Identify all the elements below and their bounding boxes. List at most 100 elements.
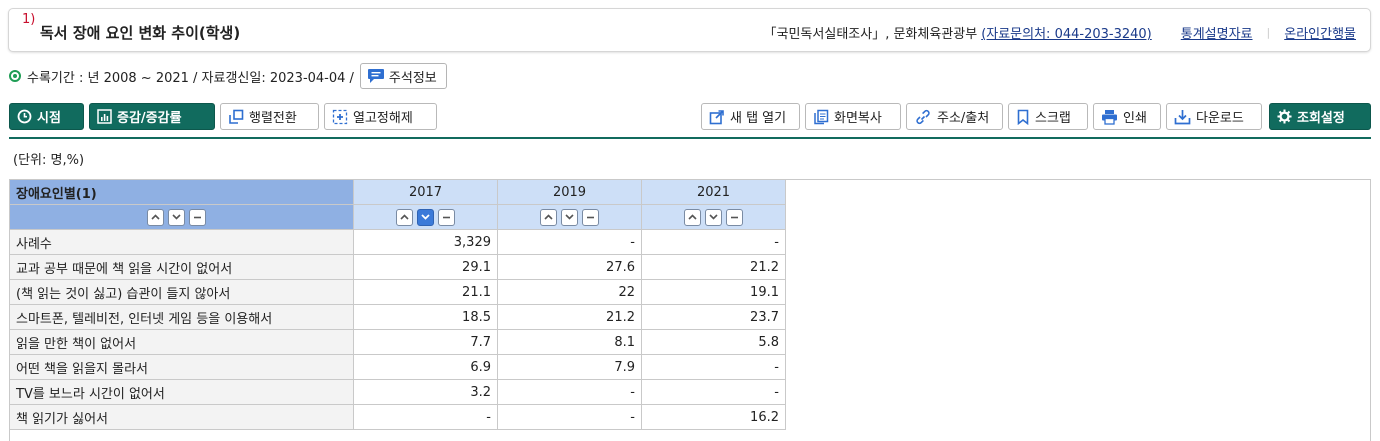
column-header-2019: 2019: [497, 179, 642, 205]
table-title-bar: 1) 독서 장애 요인 변화 추이(학생) 「국민독서실태조사」, 문화체육관광…: [8, 8, 1371, 52]
sort-ascending-icon[interactable]: [147, 208, 164, 226]
contact-link[interactable]: (자료문의처: 044-203-3240): [981, 27, 1152, 42]
table-row: (책 읽는 것이 싫고) 습관이 들지 않아서 21.1 22 19.1: [9, 279, 786, 305]
printer-icon: [1102, 109, 1117, 125]
table-cell: 7.7: [353, 329, 498, 355]
column-header-2017: 2017: [353, 179, 498, 205]
toolbar-divider: [9, 137, 1371, 139]
sort-reset-icon[interactable]: [726, 208, 743, 226]
link-icon: [916, 109, 930, 124]
table-cell: 5.8: [641, 329, 786, 355]
download-button[interactable]: 다운로드: [1166, 103, 1262, 130]
sort-descending-icon[interactable]: [417, 208, 434, 226]
table-cell: 29.1: [353, 254, 498, 280]
period-text: 수록기간 : 년 2008 ~ 2021 / 자료갱신일: 2023-04-04…: [27, 70, 354, 86]
toolbar: 시점 증감/증감률 행렬전환 열고정해제 새 탭 열기: [9, 103, 1371, 131]
table-cell: 23.7: [641, 304, 786, 330]
col-sort-controls: [353, 204, 498, 230]
change-rate-label: 증감/증감률: [117, 111, 182, 126]
column-header-2021: 2021: [641, 179, 786, 205]
table-row: 스마트폰, 텔레비전, 인터넷 게임 등을 이용해서 18.5 21.2 23.…: [9, 304, 786, 330]
unit-label: (단위: 명,%): [13, 153, 85, 168]
sort-ascending-icon[interactable]: [684, 208, 701, 226]
table-cell: -: [353, 404, 498, 430]
table-row: 책 읽기가 싫어서 - - 16.2: [9, 404, 786, 430]
table-row: 어떤 책을 읽을지 몰라서 6.9 7.9 -: [9, 354, 786, 380]
sort-descending-icon[interactable]: [168, 208, 185, 226]
pivot-icon: [229, 109, 244, 124]
row-label: 읽을 만한 책이 없어서: [9, 329, 354, 355]
timepoint-label: 시점: [37, 111, 61, 126]
table-cell: 8.1: [497, 329, 642, 355]
print-button[interactable]: 인쇄: [1093, 103, 1161, 130]
bookmark-icon: [1017, 109, 1029, 125]
pivot-button[interactable]: 행렬전환: [220, 103, 319, 130]
online-publication-link[interactable]: 온라인간행물: [1284, 27, 1356, 42]
table-cell: -: [497, 229, 642, 255]
table-cell: 21.2: [497, 304, 642, 330]
table-cell: -: [641, 354, 786, 380]
table-cell: 16.2: [641, 404, 786, 430]
stats-info-link[interactable]: 통계설명자료: [1180, 27, 1253, 42]
table-cell: -: [641, 229, 786, 255]
data-table: 장애요인별(1) 2017 2019 2021: [9, 179, 786, 430]
table-cell: 19.1: [641, 279, 786, 305]
address-source-button[interactable]: 주소/출처: [906, 103, 1003, 130]
row-label: TV를 보느라 시간이 없어서: [9, 379, 354, 405]
source-info: 「국민독서실태조사」, 문화체육관광부 (자료문의처: 044-203-3240…: [764, 23, 1356, 42]
divider: |: [1266, 26, 1271, 39]
table-cell: 3.2: [353, 379, 498, 405]
query-settings-button[interactable]: 조회설정: [1269, 103, 1371, 130]
header-row: 장애요인별(1) 2017 2019 2021: [9, 179, 786, 205]
bullet-icon: [9, 70, 21, 82]
table-row: 읽을 만한 책이 없어서 7.7 8.1 5.8: [9, 329, 786, 355]
col-sort-controls: [497, 204, 642, 230]
change-rate-button[interactable]: 증감/증감률: [89, 103, 215, 130]
copy-icon: [814, 109, 829, 124]
sort-ascending-icon[interactable]: [396, 208, 413, 226]
table-cell: 18.5: [353, 304, 498, 330]
note-info-button[interactable]: 주석정보: [359, 63, 447, 89]
table-row: 교과 공부 때문에 책 읽을 시간이 없어서 29.1 27.6 21.2: [9, 254, 786, 280]
table-row: 사례수 3,329 - -: [9, 229, 786, 255]
query-settings-label: 조회설정: [1297, 111, 1345, 126]
unfreeze-label: 열고정해제: [353, 111, 413, 126]
sort-reset-icon[interactable]: [189, 208, 206, 226]
timepoint-button[interactable]: 시점: [9, 103, 84, 130]
table-cell: -: [497, 379, 642, 405]
unfreeze-columns-button[interactable]: 열고정해제: [324, 103, 437, 130]
table-cell: 6.9: [353, 354, 498, 380]
stub-sort-controls: [9, 204, 354, 230]
row-label: 스마트폰, 텔레비전, 인터넷 게임 등을 이용해서: [9, 304, 354, 330]
table-cell: 22: [497, 279, 642, 305]
gear-icon: [1277, 109, 1292, 124]
table-cell: 3,329: [353, 229, 498, 255]
table-cell: 21.2: [641, 254, 786, 280]
sort-descending-icon[interactable]: [705, 208, 722, 226]
sort-reset-icon[interactable]: [438, 208, 455, 226]
note-info-label: 주석정보: [388, 70, 437, 86]
row-label: 어떤 책을 읽을지 몰라서: [9, 354, 354, 380]
sort-reset-icon[interactable]: [582, 208, 599, 226]
period-info: 수록기간 : 년 2008 ~ 2021 / 자료갱신일: 2023-04-04…: [9, 63, 447, 89]
source-survey: 「국민독서실태조사」, 문화체육관광부: [763, 27, 978, 42]
row-label: 책 읽기가 싫어서: [9, 404, 354, 430]
download-icon: [1174, 109, 1191, 124]
row-label: (책 읽는 것이 싫고) 습관이 들지 않아서: [9, 279, 354, 305]
table-cell: -: [497, 404, 642, 430]
download-label: 다운로드: [1196, 111, 1244, 126]
new-tab-button[interactable]: 새 탭 열기: [701, 103, 800, 130]
row-label: 사례수: [9, 229, 354, 255]
print-label: 인쇄: [1123, 111, 1147, 126]
sort-descending-icon[interactable]: [561, 208, 578, 226]
clock-icon: [17, 109, 32, 124]
bar-chart-icon: [97, 109, 112, 124]
sort-ascending-icon[interactable]: [540, 208, 557, 226]
screen-copy-button[interactable]: 화면복사: [805, 103, 901, 130]
scrap-button[interactable]: 스크랩: [1008, 103, 1088, 130]
stub-header: 장애요인별(1): [9, 179, 354, 205]
table-cell: -: [641, 379, 786, 405]
pivot-label: 행렬전환: [249, 111, 297, 126]
row-label: 교과 공부 때문에 책 읽을 시간이 없어서: [9, 254, 354, 280]
address-source-label: 주소/출처: [937, 111, 990, 126]
